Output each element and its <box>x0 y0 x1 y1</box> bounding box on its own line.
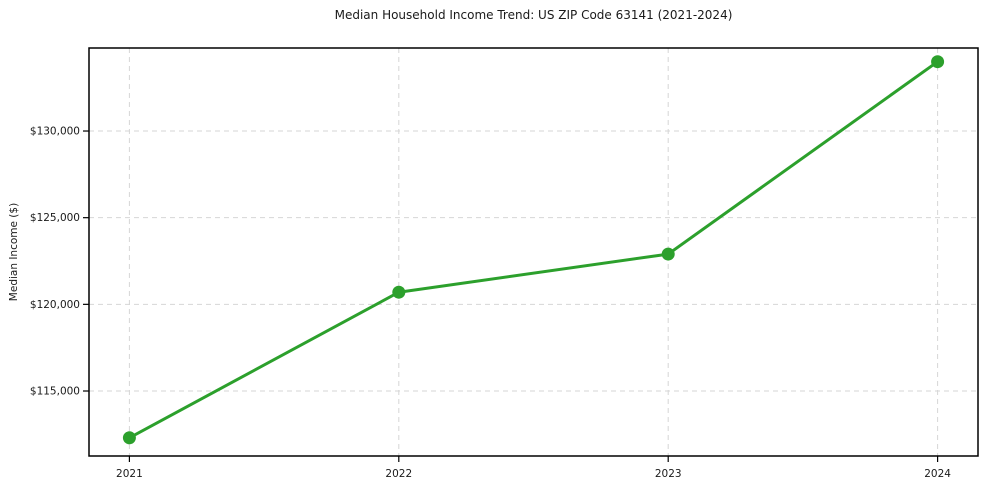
data-point-2023 <box>661 247 675 261</box>
y-tick-label: $115,000 <box>30 386 80 398</box>
x-tick-label: 2021 <box>116 468 143 480</box>
x-tick-label: 2024 <box>924 468 951 480</box>
data-point-2022 <box>392 285 406 299</box>
y-tick-label: $130,000 <box>30 126 80 138</box>
x-tick-label: 2022 <box>385 468 412 480</box>
chart-title: Median Household Income Trend: US ZIP Co… <box>334 8 733 22</box>
plot-border <box>88 47 979 457</box>
trend-line <box>128 60 939 440</box>
y-tick-label: $125,000 <box>30 212 80 224</box>
x-tick-label: 2023 <box>655 468 682 480</box>
data-point-2021 <box>122 431 136 445</box>
data-point-2024 <box>931 55 945 69</box>
y-tick-label: $120,000 <box>30 299 80 311</box>
